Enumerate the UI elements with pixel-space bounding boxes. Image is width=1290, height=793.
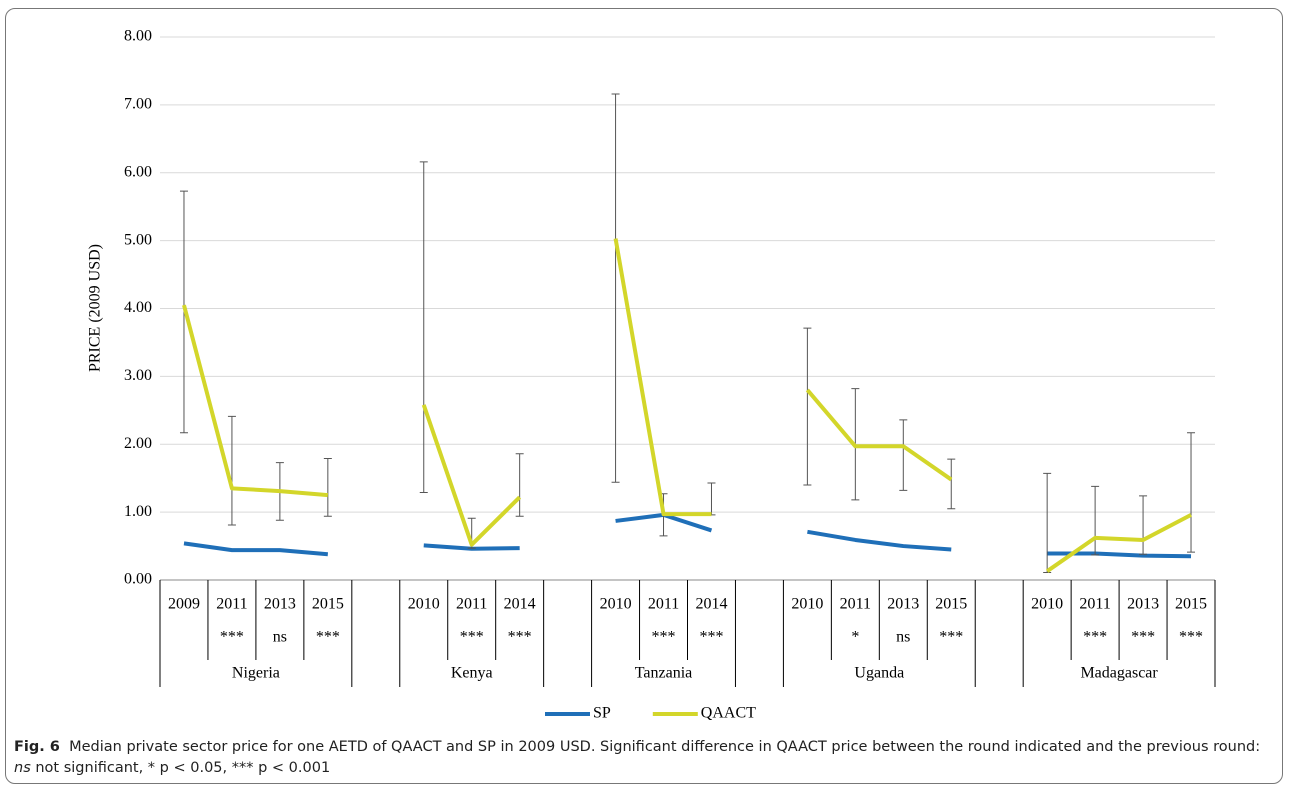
y-tick-label: 4.00 [124, 299, 152, 316]
error-bar [1187, 432, 1196, 553]
y-tick-label: 6.00 [124, 163, 152, 180]
significance-label: *** [652, 629, 676, 646]
x-tick-label: 2015 [935, 596, 967, 613]
x-tick-label: 2011 [1079, 596, 1110, 613]
x-tick-label: 2010 [1031, 596, 1063, 613]
significance-label: *** [460, 629, 484, 646]
figure-frame [5, 8, 1283, 784]
group-label: Nigeria [232, 665, 280, 682]
error-bar [419, 161, 428, 493]
significance-label: *** [508, 629, 532, 646]
significance-label: * [851, 629, 859, 646]
x-tick-label: 2011 [456, 596, 487, 613]
caption-text: Median private sector price for one AETD… [69, 739, 1261, 755]
significance-label: ns [273, 629, 287, 646]
error-bar [707, 482, 716, 516]
significance-label: *** [1131, 629, 1155, 646]
x-tick-label: 2015 [1175, 596, 1207, 613]
x-tick-label: 2011 [840, 596, 871, 613]
x-tick-label: 2013 [264, 596, 296, 613]
series-line [183, 512, 1192, 559]
error-bar [227, 415, 236, 526]
significance-label: *** [699, 629, 723, 646]
x-tick-label: 2013 [887, 596, 919, 613]
y-tick-label: 3.00 [124, 367, 152, 384]
group-label: Madagascar [1080, 665, 1158, 682]
error-bar [611, 93, 620, 483]
x-tick-label: 2010 [408, 596, 440, 613]
x-tick-label: 2011 [648, 596, 679, 613]
group-label: Uganda [854, 665, 904, 682]
group-label: Kenya [451, 665, 493, 682]
x-tick-label: 2014 [695, 596, 727, 613]
x-tick-label: 2010 [600, 596, 632, 613]
significance-label: *** [316, 629, 340, 646]
significance-label: ns [896, 629, 910, 646]
group-label: Tanzania [635, 665, 693, 682]
error-bar [1043, 472, 1052, 574]
y-tick-label: 8.00 [124, 28, 152, 45]
error-bar [1091, 485, 1100, 556]
y-tick-label: 1.00 [124, 503, 152, 520]
y-tick-label: 2.00 [124, 435, 152, 452]
x-tick-label: 2013 [1127, 596, 1159, 613]
x-tick-label: 2015 [312, 596, 344, 613]
y-axis-title: PRICE (2009 USD) [87, 244, 104, 372]
caption-text-end: not significant, * p < 0.05, *** p < 0.0… [30, 760, 331, 776]
error-bar [899, 419, 908, 491]
x-tick-label: 2011 [216, 596, 247, 613]
error-bar [323, 458, 332, 517]
legend-label: SP [593, 705, 611, 722]
x-tick-label: 2014 [504, 596, 536, 613]
y-tick-label: 7.00 [124, 96, 152, 113]
caption: Fig. 6 Median private sector price for o… [14, 737, 1276, 779]
series-line [182, 238, 1192, 573]
x-tick-label: 2009 [168, 596, 200, 613]
significance-label: *** [939, 629, 963, 646]
legend-label: QAACT [701, 705, 756, 722]
x-tick-label: 2010 [791, 596, 823, 613]
significance-label: *** [1179, 629, 1203, 646]
caption-label: Fig. 6 [14, 739, 60, 755]
error-bar [803, 327, 812, 486]
y-tick-label: 0.00 [124, 571, 152, 588]
error-bar [1139, 495, 1148, 555]
significance-label: *** [220, 629, 244, 646]
significance-label: *** [1083, 629, 1107, 646]
error-bar [515, 453, 524, 517]
y-tick-label: 5.00 [124, 231, 152, 248]
error-bar [947, 458, 956, 510]
caption-emphasis: ns [14, 760, 31, 776]
